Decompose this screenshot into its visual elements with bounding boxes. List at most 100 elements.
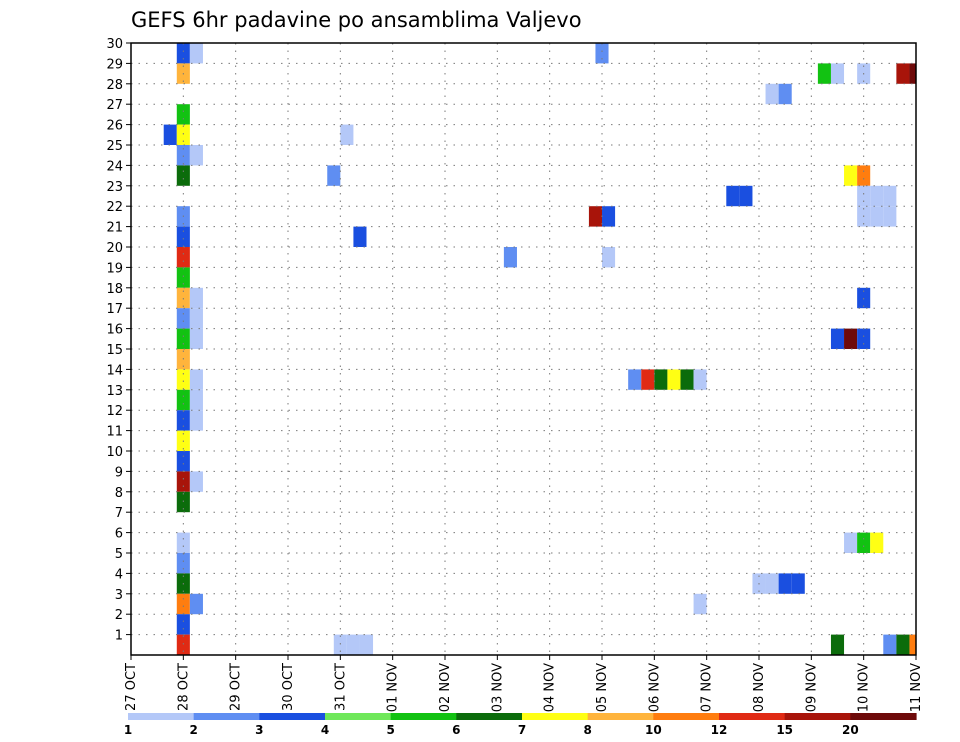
x-tick-label: 09 NOV	[804, 663, 819, 712]
heatmap-cell	[896, 63, 910, 84]
color-legend: 1 2 3 4 5 6 7 8 10 12 15 20	[124, 713, 917, 737]
legend-swatch	[128, 713, 195, 720]
heatmap-cell	[353, 226, 367, 247]
legend-label: 5	[386, 723, 394, 737]
heatmap-cell	[176, 247, 190, 268]
heatmap-cell	[176, 165, 190, 186]
heatmap-cell	[176, 226, 190, 247]
y-tick-label: 22	[106, 200, 123, 215]
x-tick-label: 04 NOV	[543, 663, 558, 712]
heatmap-cell	[844, 328, 858, 349]
heatmap-cell	[830, 328, 845, 349]
legend-swatch	[653, 713, 720, 720]
y-tick-label: 5	[115, 547, 123, 562]
heatmap-cell	[883, 185, 897, 207]
y-tick-label: 10	[106, 445, 123, 460]
y-tick-label: 25	[106, 139, 123, 154]
y-tick-label: 30	[106, 37, 123, 52]
heatmap-cell	[189, 369, 203, 390]
legend-swatch	[587, 713, 654, 720]
heatmap-cell	[189, 308, 203, 329]
heatmap-cell	[765, 83, 779, 105]
x-tick-label: 08 NOV	[752, 663, 767, 712]
legend-swatch	[850, 713, 917, 720]
legend-label: 1	[124, 723, 132, 737]
heatmap-cell	[176, 43, 190, 64]
y-tick-label: 7	[115, 506, 123, 521]
heatmap-cell	[176, 145, 190, 166]
heatmap-cell	[588, 206, 602, 227]
x-tick-label: 05 NOV	[595, 663, 610, 712]
y-tick-label: 16	[106, 323, 123, 338]
y-tick-label: 12	[106, 404, 123, 419]
heatmap-cell	[883, 206, 897, 227]
legend-swatch	[719, 713, 786, 720]
heatmap-cell	[176, 124, 190, 145]
heatmap-cell	[189, 593, 203, 615]
heatmap-cell	[333, 634, 347, 655]
heatmap-cell	[176, 267, 190, 288]
x-tick-label: 07 NOV	[700, 663, 715, 712]
heatmap-cell	[680, 369, 694, 390]
heatmap-cell	[870, 185, 884, 207]
heatmap-cell	[870, 532, 884, 553]
heatmap-cell	[857, 185, 871, 207]
y-tick-label: 11	[106, 425, 123, 440]
y-tick-label: 6	[115, 527, 123, 542]
heatmap-cell	[844, 165, 858, 186]
x-axis-ticks: 27 OCT 28 OCT 29 OCT 30 OCT 31 OCT 01 NOV 02 N…	[124, 655, 924, 712]
y-tick-label: 26	[106, 119, 123, 134]
x-tick-label: 06 NOV	[647, 663, 662, 712]
heatmap-cell	[189, 145, 203, 166]
heatmap-cell	[765, 573, 779, 594]
heatmap-cell	[857, 532, 871, 553]
heatmap-cell	[176, 328, 190, 349]
y-tick-label: 23	[106, 180, 123, 195]
y-tick-label: 14	[106, 363, 123, 378]
heatmap-cell	[595, 43, 609, 64]
legend-swatch	[456, 713, 523, 720]
heatmap-cell	[857, 165, 871, 186]
heatmap-cell	[896, 634, 910, 655]
legend-swatch	[325, 713, 392, 720]
heatmap-cell	[340, 124, 354, 145]
x-tick-label: 02 NOV	[438, 663, 453, 712]
y-tick-label: 24	[106, 159, 123, 174]
heatmap-cell	[830, 63, 845, 84]
heatmap-cell	[602, 206, 616, 227]
heatmap-cell	[176, 104, 190, 125]
heatmap-cell	[176, 532, 190, 553]
legend-label: 2	[189, 723, 197, 737]
y-tick-label: 4	[115, 567, 123, 582]
x-tick-label: 31 OCT	[333, 663, 348, 711]
heatmap-cell	[503, 247, 517, 268]
heatmap-cell	[693, 593, 707, 615]
x-tick-label: 30 OCT	[281, 663, 296, 711]
heatmap-cell	[791, 573, 805, 594]
legend-swatch	[259, 713, 326, 720]
legend-label: 3	[255, 723, 263, 737]
y-tick-label: 29	[106, 57, 123, 72]
x-tick-label: 10 NOV	[857, 663, 872, 712]
legend-label: 15	[776, 723, 793, 737]
grid-lines	[130, 42, 917, 655]
heatmap-cell	[346, 634, 360, 655]
heatmap-cell	[189, 389, 203, 411]
legend-swatch	[193, 713, 260, 720]
heatmap-cell	[739, 185, 753, 207]
heatmap-cell	[176, 471, 190, 492]
heatmap-cell	[189, 471, 203, 492]
heatmap-cell	[909, 63, 916, 84]
heatmap-cell	[189, 328, 203, 349]
heatmap-cell	[176, 451, 190, 472]
x-tick-label: 01 NOV	[386, 663, 401, 712]
chart-title: GEFS 6hr padavine po ansamblima Valjevo	[131, 8, 582, 32]
heatmap-cell	[176, 634, 190, 655]
heatmap-cell	[667, 369, 681, 390]
heatmap-cell	[693, 369, 707, 390]
plot-frame	[130, 42, 917, 656]
heatmap-cell	[870, 206, 884, 227]
heatmap-cell	[778, 573, 792, 594]
heatmap-cell	[176, 308, 190, 329]
y-tick-label: 28	[106, 78, 123, 93]
